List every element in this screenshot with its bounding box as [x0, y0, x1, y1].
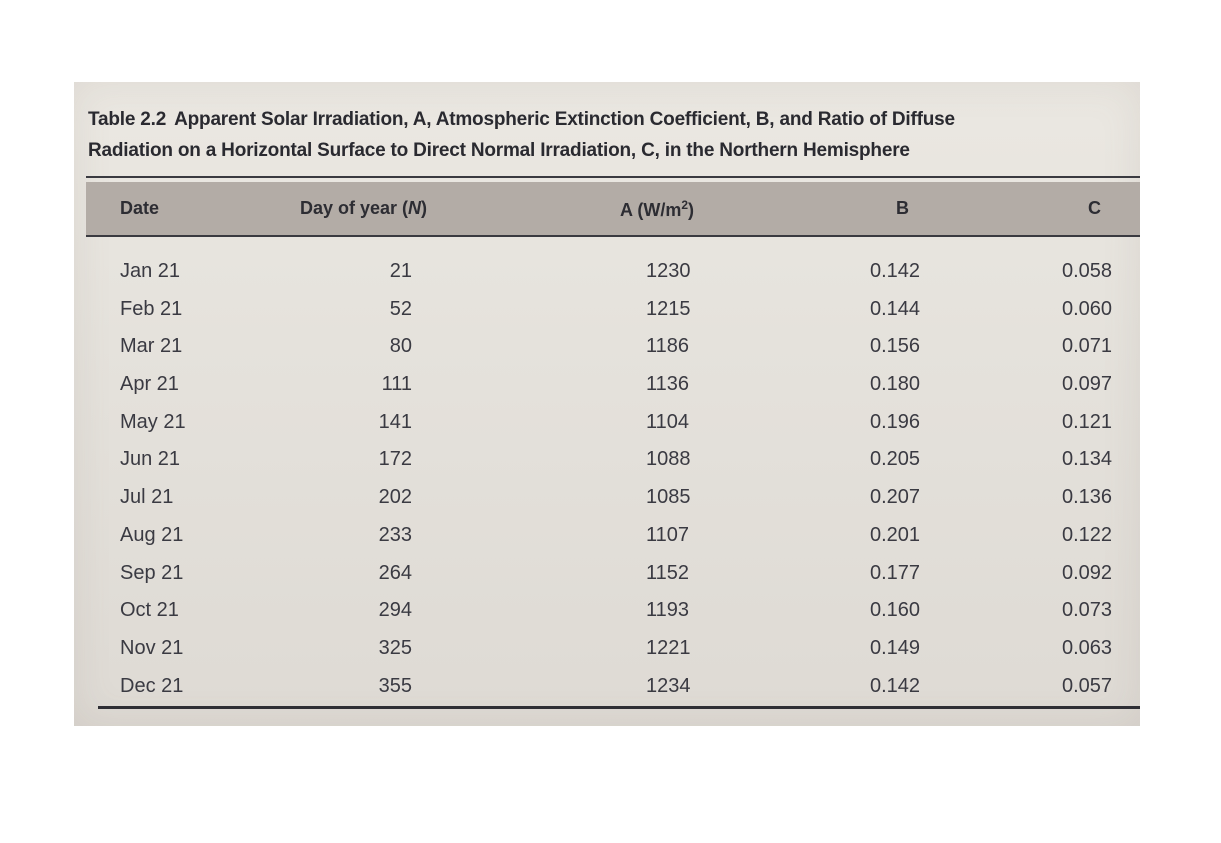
cell-date: Jun 21	[120, 448, 181, 471]
table-body: Jan 21 21 1230 0.142 0.058 Feb 21 52 1215 0.144…	[86, 254, 1140, 706]
cell-day: 52	[389, 297, 412, 320]
table-row: Jul 21 202 1085 0.207 0.136	[86, 480, 1140, 518]
table-row: May 21 141 1104 0.196 0.121	[86, 405, 1140, 443]
cell-date: Mar 21	[120, 335, 183, 358]
cell-day: 264	[378, 561, 412, 584]
cell-date: May 21	[120, 410, 186, 433]
cell-day: 141	[378, 410, 412, 433]
cell-a: 1186	[646, 335, 690, 358]
table-row: Nov 21 325 1221 0.149 0.063	[86, 631, 1140, 669]
header-day-var: N	[408, 198, 422, 218]
cell-day: 21	[389, 260, 412, 282]
cell-day: 111	[381, 373, 412, 396]
header-day-suffix: )	[421, 198, 428, 218]
header-rule	[86, 235, 1140, 237]
cell-b: 0.156	[870, 335, 921, 358]
header-a-sup: 2	[681, 198, 689, 212]
table-row: Dec 21 355 1234 0.142 0.057	[86, 669, 1140, 707]
cell-a: 1085	[646, 486, 691, 509]
cell-c: 0.092	[1062, 561, 1113, 584]
cell-a: 1193	[646, 599, 690, 622]
cell-c: 0.134	[1062, 448, 1113, 471]
cell-a: 1152	[646, 561, 690, 584]
cell-c: 0.060	[1062, 297, 1113, 320]
cell-c: 0.071	[1062, 335, 1113, 358]
cell-day: 294	[378, 599, 412, 622]
cell-b: 0.149	[870, 636, 921, 659]
cell-date: Dec 21	[120, 674, 184, 697]
cell-c: 0.136	[1062, 486, 1113, 509]
cell-c: 0.058	[1062, 260, 1113, 282]
header-a-suffix: )	[688, 200, 695, 220]
cell-day: 172	[378, 448, 412, 471]
cell-c: 0.122	[1062, 523, 1113, 546]
table-number: Table 2.2	[88, 109, 167, 130]
cell-a: 1234	[646, 674, 691, 697]
cell-b: 0.160	[870, 599, 921, 622]
cell-a: 1230	[646, 260, 691, 282]
table-row: Aug 21 233 1107 0.201 0.122	[86, 518, 1140, 556]
cell-c: 0.063	[1062, 636, 1113, 659]
table-header: Date Day of year (N) A (W/m2) B C	[86, 182, 1140, 237]
table-row: Jun 21 172 1088 0.205 0.134	[86, 442, 1140, 480]
top-rule	[86, 176, 1140, 178]
cell-a: 1215	[646, 297, 691, 320]
cell-b: 0.144	[870, 297, 921, 320]
cell-b: 0.180	[870, 373, 921, 396]
header-a: A (W/m2)	[620, 198, 694, 221]
cell-b: 0.201	[870, 523, 921, 546]
table-row: Mar 21 80 1186 0.156 0.071	[86, 329, 1140, 367]
caption-line-1: Table 2.2 Apparent Solar Irradiation, A, …	[88, 104, 1128, 135]
table-row: Feb 21 52 1215 0.144 0.060	[86, 292, 1140, 330]
cell-date: Oct 21	[120, 599, 179, 622]
cell-date: Aug 21	[120, 523, 184, 546]
table-row: Oct 21 294 1193 0.160 0.073	[86, 593, 1140, 631]
cell-date: Sep 21	[120, 561, 184, 584]
table-row: Apr 21 111 1136 0.180 0.097	[86, 367, 1140, 405]
header-b: B	[896, 198, 909, 218]
cell-c: 0.057	[1062, 674, 1113, 697]
cell-c: 0.073	[1062, 599, 1113, 622]
cell-c: 0.121	[1062, 410, 1113, 433]
cell-date: Apr 21	[120, 373, 179, 396]
cell-day: 325	[378, 636, 412, 659]
table-row: Sep 21 264 1152 0.177 0.092	[86, 556, 1140, 594]
cell-a: 1136	[646, 373, 690, 396]
caption-text-1: Apparent Solar Irradiation, A, Atmospher…	[174, 109, 955, 130]
cell-date: Jul 21	[120, 486, 174, 509]
cell-b: 0.196	[870, 410, 921, 433]
header-day-prefix: Day of year (	[300, 198, 409, 218]
header-date: Date	[120, 198, 160, 218]
cell-a: 1104	[646, 410, 690, 433]
cell-date: Nov 21	[120, 636, 184, 659]
cell-b: 0.205	[870, 448, 921, 471]
cell-day: 80	[389, 335, 412, 358]
cell-date: Feb 21	[120, 297, 183, 320]
cell-b: 0.142	[870, 674, 921, 697]
cell-a: 1088	[646, 448, 691, 471]
cell-c: 0.097	[1062, 373, 1113, 396]
cell-day: 233	[378, 523, 412, 546]
cell-a: 1107	[646, 523, 690, 546]
cell-b: 0.177	[870, 561, 921, 584]
caption-line-2: Radiation on a Horizontal Surface to Dir…	[88, 140, 910, 161]
cell-day: 355	[378, 674, 412, 697]
table-photo: Table 2.2 Apparent Solar Irradiation, A, …	[74, 82, 1140, 726]
cell-b: 0.207	[870, 486, 921, 509]
bottom-rule	[98, 706, 1140, 709]
header-day-of-year: Day of year (N)	[300, 198, 427, 219]
cell-a: 1221	[646, 636, 691, 659]
table-caption: Table 2.2 Apparent Solar Irradiation, A, …	[88, 104, 1128, 166]
cell-day: 202	[378, 486, 412, 509]
header-c: C	[1088, 198, 1101, 218]
cell-b: 0.142	[870, 260, 921, 282]
table-row: Jan 21 21 1230 0.142 0.058	[86, 254, 1140, 292]
header-a-prefix: A (W/m	[620, 200, 682, 220]
cell-date: Jan 21	[120, 260, 181, 282]
